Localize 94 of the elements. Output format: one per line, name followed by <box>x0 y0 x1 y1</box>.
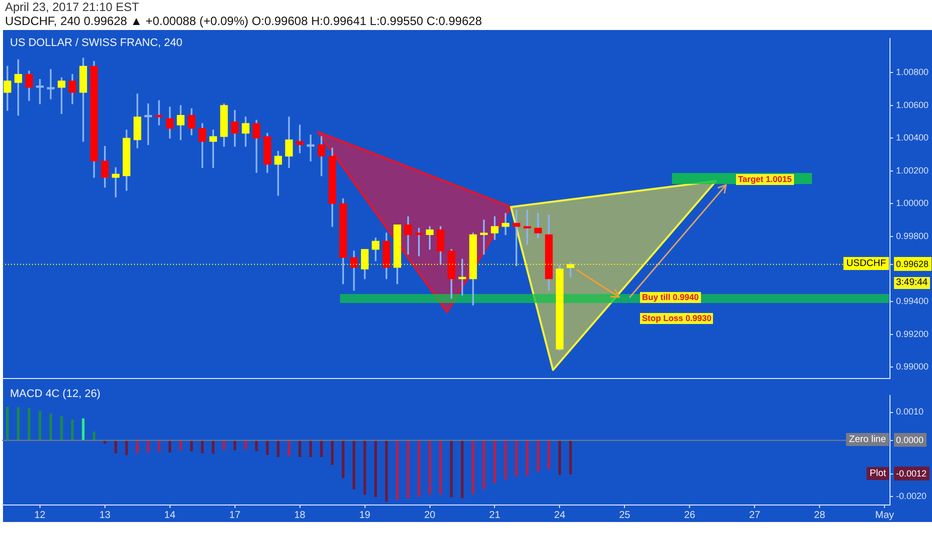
x-tick-label: 27 <box>749 510 761 521</box>
bar <box>493 440 496 484</box>
bar <box>16 407 20 440</box>
bar <box>482 440 486 490</box>
annotation: Plot <box>870 468 886 480</box>
bar <box>396 440 399 500</box>
bar <box>460 440 464 498</box>
text: 3:49:44 <box>894 277 930 289</box>
chart-title: US DOLLAR / SWISS FRANC, 240 <box>10 37 182 50</box>
x-tick-label: May <box>875 510 894 521</box>
bar <box>255 440 258 452</box>
bar <box>201 440 204 454</box>
x-tick-label: 12 <box>34 510 46 521</box>
y-tick-label: 0.99400 <box>896 296 929 306</box>
x-tick-label: 19 <box>359 510 371 521</box>
bar <box>406 440 410 498</box>
x-tick-label: 26 <box>684 510 696 521</box>
y-tick-label: 1.00800 <box>896 67 929 78</box>
y-tick-label: 0.0010 <box>896 406 924 417</box>
ref-line-label: Zero line <box>849 434 886 446</box>
y-tick-label: 1.00200 <box>896 165 929 176</box>
bar <box>276 440 280 457</box>
bar <box>114 440 118 454</box>
y-tick-label: 1.00000 <box>896 198 929 208</box>
bar <box>136 440 139 454</box>
candlestick <box>502 213 510 235</box>
bar <box>60 416 63 440</box>
y-tick-label: 0.99628 <box>896 258 929 269</box>
bar <box>92 432 96 440</box>
bar <box>288 440 290 456</box>
annotation: Buy till 0.9940 <box>640 292 701 303</box>
ref-line-label: USDCHF <box>846 258 886 270</box>
bar <box>222 440 226 450</box>
x-tick-label: 28 <box>814 510 826 521</box>
candlestick <box>155 100 163 126</box>
bar <box>244 440 247 450</box>
bar <box>536 440 540 472</box>
candlestick <box>534 213 542 238</box>
y-tick-label: 0.99000 <box>896 362 929 372</box>
x-tick-label: 21 <box>489 510 501 521</box>
y-tick-label: 0.0000 <box>896 434 924 445</box>
bar <box>504 440 507 480</box>
bar <box>342 440 344 478</box>
bar <box>49 414 52 440</box>
bar <box>146 440 150 452</box>
bar <box>309 440 312 457</box>
bar <box>515 440 518 476</box>
bar <box>374 440 377 498</box>
bar <box>158 440 160 452</box>
y-tick-label: 1.00600 <box>896 100 929 110</box>
annotation: Stop Loss 0.9930 <box>640 313 714 324</box>
bar <box>266 440 269 456</box>
bar <box>450 440 453 498</box>
bar <box>28 408 30 440</box>
x-tick-label: 20 <box>424 510 436 521</box>
bar <box>352 440 356 490</box>
chart-subtitle: USDCHF, 240 0.99628 ▲ +0.00088 (+0.09%) O:0.99608 H:0.99641 L:0.99550 C:0.99628 <box>5 14 482 29</box>
bar <box>548 440 550 470</box>
bar <box>526 440 529 476</box>
text: April 23, 2017 21:10 EST <box>5 0 140 15</box>
annotation: Target 1.0015 <box>736 174 794 185</box>
bar <box>439 440 442 494</box>
bar <box>190 440 193 452</box>
y-tick-label: -0.0020 <box>896 491 927 502</box>
x-tick-label: 24 <box>554 510 566 521</box>
y-tick-label: 1.00400 <box>896 132 929 143</box>
bar <box>569 440 572 474</box>
bar <box>558 440 562 475</box>
x-tick-label: 25 <box>619 510 631 521</box>
chart-title: MACD 4C (12, 26) <box>10 388 100 401</box>
x-tick-label: 13 <box>99 510 111 521</box>
bar <box>168 440 172 452</box>
y-tick-label: 0.99800 <box>896 230 929 241</box>
y-tick-label: -0.0012 <box>896 468 927 479</box>
bar <box>385 440 388 502</box>
x-tick-label: 17 <box>229 510 241 521</box>
x-tick-label: 18 <box>294 510 306 521</box>
candlestick <box>58 77 66 114</box>
bar <box>125 440 128 456</box>
candlestick <box>415 228 423 256</box>
bar <box>38 410 42 440</box>
bar <box>320 440 323 457</box>
bar <box>212 440 214 454</box>
bar <box>472 440 474 494</box>
bar <box>363 440 366 495</box>
bar <box>428 440 432 495</box>
bar <box>418 440 420 497</box>
y-tick-label: 0.99200 <box>896 328 929 339</box>
bar <box>298 440 302 457</box>
bar <box>82 418 85 440</box>
bar <box>330 440 334 465</box>
bar <box>6 406 9 440</box>
bar <box>71 420 74 440</box>
x-tick-label: 14 <box>164 510 176 521</box>
